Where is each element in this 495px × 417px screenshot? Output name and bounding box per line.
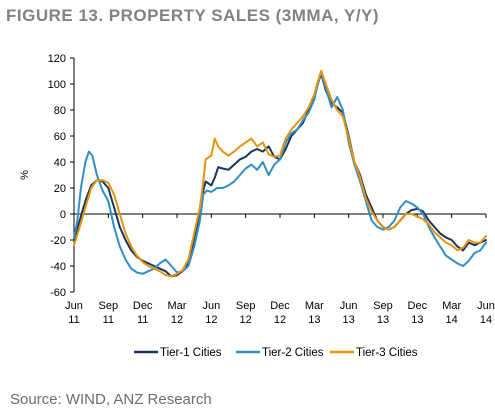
x-tick-label-year: 12 (274, 314, 286, 326)
series-line-3 (73, 70, 487, 278)
x-tick-label-year: 13 (411, 314, 423, 326)
x-tick-label-year: 11 (68, 314, 79, 326)
series-line-2 (73, 70, 487, 275)
x-tick-label-month: Sep (236, 300, 256, 312)
y-tick-label: 0 (60, 209, 66, 221)
y-tick-label: -40 (50, 261, 66, 273)
y-tick-label: 40 (54, 157, 66, 169)
y-tick-label: 80 (54, 105, 66, 117)
x-tick-label-year: 13 (308, 314, 320, 326)
legend-label-1: Tier-1 Cities (160, 347, 222, 359)
x-tick-label-year: 11 (103, 314, 114, 326)
legend-label-2: Tier-2 Cities (262, 347, 324, 359)
x-tick-label-year: 13 (343, 314, 355, 326)
figure-title: FIGURE 13. PROPERTY SALES (3MMA, Y/Y) (6, 6, 380, 25)
chart-legend: Tier-1 Cities Tier-2 Cities Tier-3 Cities (134, 347, 418, 359)
legend-label-3: Tier-3 Cities (356, 347, 418, 359)
y-tick-label: -20 (50, 235, 66, 247)
x-tick-label-year: 12 (205, 314, 217, 326)
chart-axes: -60 -40 -20 0 20 40 60 80 100 120 Jun 11 Sep 11 Dec 11 M… (19, 53, 495, 326)
x-tick-label-month: Dec (270, 300, 290, 312)
x-tick-label-month: Dec (408, 300, 428, 312)
x-tick-label-year: 12 (240, 314, 252, 326)
x-tick-label-year: 14 (480, 314, 492, 326)
y-tick-label: -60 (50, 287, 66, 299)
series-line-1 (73, 72, 487, 278)
y-axis-label: % (19, 170, 31, 180)
y-tick-label: 100 (48, 79, 66, 91)
x-tick-label-month: Jun (202, 300, 220, 312)
x-tick-label-month: Jun (65, 300, 83, 312)
x-tick-label-year: 12 (171, 314, 183, 326)
source-note: Source: WIND, ANZ Research (10, 391, 212, 408)
x-tick-label-month: Dec (133, 300, 153, 312)
x-tick-label-month: Mar (305, 300, 324, 312)
y-tick-label: 20 (54, 183, 66, 195)
x-tick-label-year: 13 (377, 314, 389, 326)
y-tick-label: 60 (54, 131, 66, 143)
chart-series (73, 70, 487, 278)
x-tick-label-month: Mar (168, 300, 187, 312)
x-tick-label-month: Sep (373, 300, 393, 312)
x-tick-label-month: Jun (477, 300, 495, 312)
x-tick-label-year: 14 (446, 314, 458, 326)
x-tick-label-month: Sep (99, 300, 119, 312)
x-tick-label-year: 11 (137, 314, 148, 326)
x-tick-label-month: Jun (340, 300, 358, 312)
line-chart: -60 -40 -20 0 20 40 60 80 100 120 Jun 11 Sep 11 Dec 11 M… (19, 53, 495, 359)
y-tick-label: 120 (48, 53, 66, 65)
x-tick-label-month: Mar (442, 300, 461, 312)
